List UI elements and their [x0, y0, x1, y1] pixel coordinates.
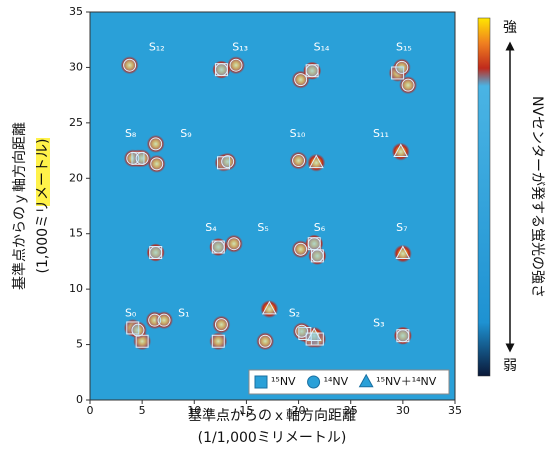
region-label: S₄: [205, 221, 217, 234]
legend-label: ¹⁵NV: [271, 375, 296, 388]
region-label: S₂: [289, 307, 300, 320]
y-tick-label: 25: [69, 116, 83, 129]
marker-circle: [295, 243, 307, 255]
marker-circle: [402, 79, 414, 91]
y-tick-label: 0: [76, 393, 83, 406]
region-label: S₉: [180, 127, 191, 140]
marker-circle: [296, 325, 308, 337]
x-tick-label: 0: [87, 404, 94, 417]
marker-circle: [124, 59, 136, 71]
marker-circle: [151, 158, 163, 170]
marker-circle: [397, 330, 409, 342]
y-tick-label: 20: [69, 171, 83, 184]
marker-circle: [215, 64, 227, 76]
region-label: S₀: [125, 307, 137, 320]
x-tick-label: 10: [187, 404, 201, 417]
marker-circle: [259, 335, 271, 347]
x-tick-label: 30: [396, 404, 410, 417]
y-tick-label: 35: [69, 5, 83, 18]
marker-circle: [228, 238, 240, 250]
region-label: S₇: [396, 221, 407, 234]
legend-label: ¹⁵NV＋¹⁴NV: [376, 375, 437, 388]
colorbar-label: NVセンターが発する蛍光の強さ: [529, 96, 545, 298]
region-label: S₆: [314, 221, 326, 234]
colorbar: [478, 18, 490, 376]
x-label-unit: (1/1,000ミリメートル): [198, 430, 347, 446]
marker-circle: [308, 238, 320, 250]
x-tick-label: 35: [448, 404, 462, 417]
region-label: S₅: [257, 221, 268, 234]
marker-circle: [308, 376, 320, 388]
marker-circle: [311, 250, 323, 262]
marker-square: [212, 335, 224, 347]
region-label: S₁₀: [290, 127, 306, 140]
x-tick-label: 15: [239, 404, 253, 417]
y-tick-label: 15: [69, 227, 83, 240]
region-label: S₃: [373, 317, 384, 330]
marker-circle: [222, 156, 234, 168]
region-label: S₁₅: [396, 40, 412, 53]
y-label-unit: (1,000ミリメートル): [35, 138, 51, 273]
region-label: S₁₃: [232, 40, 248, 53]
marker-circle: [295, 74, 307, 86]
marker-circle: [293, 155, 305, 167]
marker-circle: [306, 65, 318, 77]
marker-square: [255, 376, 267, 388]
marker-circle: [150, 247, 162, 259]
colorbar-low: 弱: [503, 358, 517, 374]
x-label: 基準点からのｘ軸方向距離: [188, 407, 356, 424]
x-tick-label: 25: [344, 404, 358, 417]
y-tick-label: 30: [69, 60, 83, 73]
region-label: S₁₂: [149, 40, 165, 53]
marker-circle: [132, 324, 144, 336]
marker-circle: [396, 61, 408, 73]
marker-circle: [158, 314, 170, 326]
y-tick-label: 10: [69, 282, 83, 295]
x-tick-label: 5: [139, 404, 146, 417]
x-tick-label: 20: [292, 404, 306, 417]
chart: 基準点からのｘ軸方向距離 (1/1,000ミリメートル) 基準点からのｙ軸方向距…: [0, 0, 548, 452]
y-tick-label: 5: [76, 338, 83, 351]
region-label: S₁₄: [314, 40, 330, 53]
y-label: 基準点からのｙ軸方向距離: [11, 122, 28, 290]
marker-circle: [150, 138, 162, 150]
marker-circle: [230, 59, 242, 71]
legend-label: ¹⁴NV: [324, 375, 349, 388]
region-label: S₈: [125, 127, 137, 140]
colorbar-high: 強: [503, 20, 517, 36]
marker-circle: [212, 241, 224, 253]
region-label: S₁₁: [373, 127, 389, 140]
region-label: S₁: [178, 307, 189, 320]
marker-circle: [136, 152, 148, 164]
marker-circle: [215, 319, 227, 331]
marker-square: [136, 335, 148, 347]
